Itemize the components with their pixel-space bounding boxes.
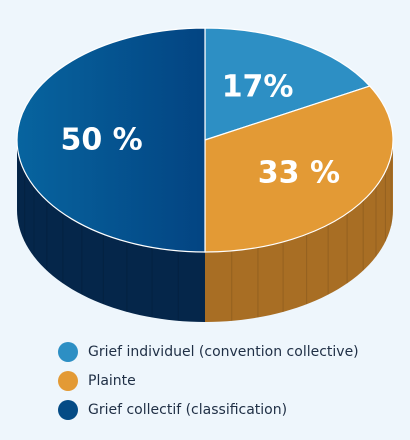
pie-side-plainte: [205, 140, 393, 322]
pie-value-label-plainte: 33 %: [258, 156, 340, 191]
pie-sides: [17, 140, 393, 322]
legend-item-plainte: Plainte: [58, 367, 359, 394]
pie-slice-plainte: [204, 85, 394, 253]
legend-swatch-plainte: [58, 370, 78, 391]
legend-label: Grief individuel (convention collective): [88, 343, 359, 360]
pie-slice-grief-collectif: [16, 27, 206, 253]
pie-slice-grief-individuel: [204, 27, 371, 141]
legend-swatch-grief-collectif: [58, 399, 78, 420]
legend-swatch-grief-individuel: [58, 341, 78, 362]
pie-chart: 17% 33 % 50 %: [16, 27, 394, 322]
legend-item-grief-collectif: Grief collectif (classification): [58, 396, 359, 423]
pie-labels: 17% 33 % 50 %: [60, 70, 340, 191]
pie-value-label-grief-individuel: 17%: [222, 70, 294, 105]
legend-item-grief-individuel: Grief individuel (convention collective): [58, 338, 359, 365]
legend: Grief individuel (convention collective)…: [58, 338, 359, 425]
pie-side-grief-collectif: [17, 140, 205, 322]
legend-label: Grief collectif (classification): [88, 401, 288, 418]
pie-value-label-grief-collectif: 50 %: [60, 123, 142, 158]
pie-tops: [16, 27, 394, 253]
legend-label: Plainte: [88, 372, 136, 389]
